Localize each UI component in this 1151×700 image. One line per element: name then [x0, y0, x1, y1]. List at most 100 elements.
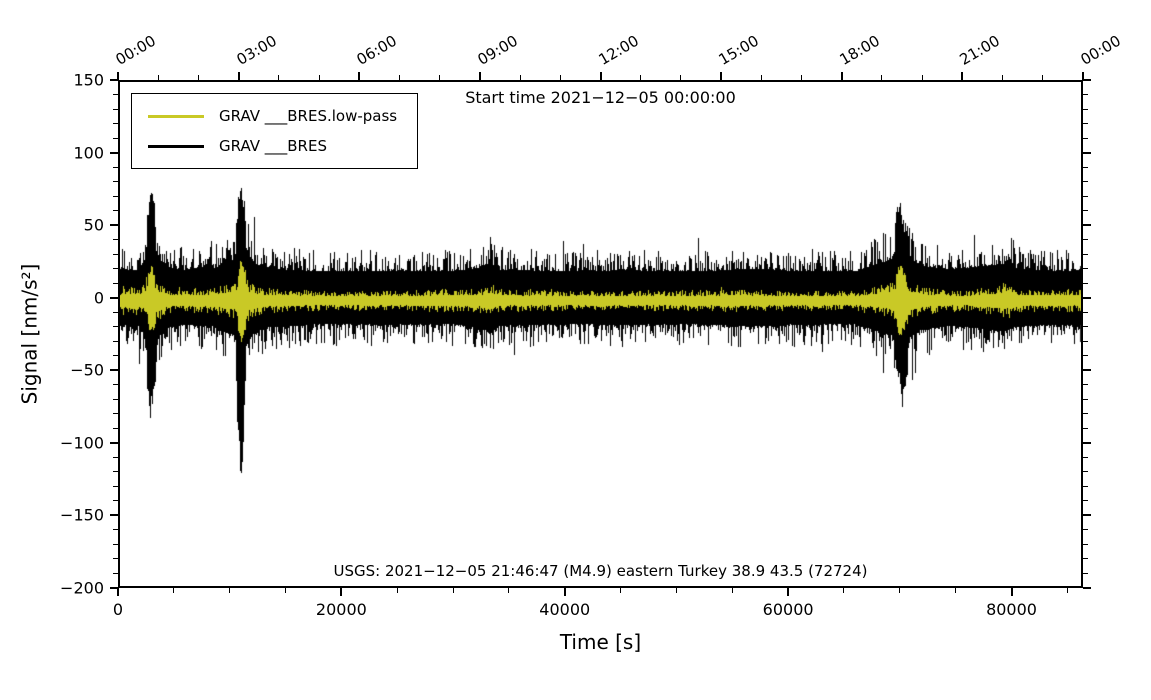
y-axis-tick-label: −100: [60, 433, 104, 453]
y-axis-tick-label: −50: [70, 360, 104, 380]
legend-label: GRAV ___BRES.low-pass: [219, 107, 398, 125]
y-axis-right-minor-tick: [1083, 253, 1088, 255]
top-axis-major-tick: [237, 72, 240, 80]
x-axis-minor-tick: [899, 588, 901, 593]
x-axis-minor-tick: [731, 588, 733, 593]
event-annotation: USGS: 2021−12−05 21:46:47 (M4.9) eastern…: [333, 562, 868, 580]
top-axis-tick-label: 15:00: [715, 31, 763, 69]
y-axis-right-minor-tick: [1083, 123, 1088, 125]
x-axis-minor-tick: [452, 588, 454, 593]
x-axis-tick-label: 60000: [762, 600, 814, 619]
y-axis-right-minor-tick: [1083, 572, 1088, 574]
top-axis-major-tick: [961, 72, 964, 80]
x-axis-tick-label: 20000: [315, 600, 367, 619]
y-axis-major-tick: [110, 296, 118, 299]
x-axis-minor-tick: [173, 588, 175, 593]
x-axis-minor-tick: [508, 588, 510, 593]
y-axis-right-minor-tick: [1083, 413, 1088, 415]
y-axis-right-minor-tick: [1083, 485, 1088, 487]
y-axis-tick-label: 100: [73, 143, 104, 163]
y-axis-right-minor-tick: [1083, 311, 1088, 313]
top-axis-tick-label: 00:00: [1077, 31, 1124, 69]
top-axis-tick-label: 03:00: [233, 31, 280, 69]
top-axis-tick-label: 00:00: [112, 31, 159, 69]
x-axis-major-tick: [787, 588, 790, 596]
top-axis-major-tick: [720, 72, 723, 80]
y-axis-major-tick: [110, 151, 118, 154]
x-axis-major-tick: [1010, 588, 1013, 596]
x-axis-tick-label: 0: [112, 600, 124, 619]
x-axis-minor-tick: [620, 588, 622, 593]
y-axis-major-tick: [110, 587, 118, 589]
y-axis-right-minor-tick: [1083, 137, 1088, 139]
y-axis-right-minor-tick: [1083, 456, 1088, 458]
x-axis-minor-tick: [285, 588, 287, 593]
top-axis-tick-label: 18:00: [836, 31, 883, 69]
top-axis-major-tick: [478, 72, 481, 80]
top-axis-tick-label: 09:00: [474, 31, 521, 69]
top-axis-major-tick: [840, 72, 843, 80]
y-axis-tick-label: 50: [83, 215, 104, 235]
y-axis-right-minor-tick: [1083, 398, 1088, 400]
y-axis-right-minor-tick: [1083, 558, 1088, 560]
y-axis-right-minor-tick: [1083, 326, 1088, 328]
y-axis-right-major-tick: [1083, 369, 1091, 372]
x-axis-label: Time [s]: [559, 630, 642, 654]
y-axis-right-minor-tick: [1083, 340, 1088, 342]
x-axis-minor-tick: [955, 588, 957, 593]
x-axis-minor-tick: [229, 588, 231, 593]
y-axis-label-wrap: Signal [nm/s²]: [0, 80, 58, 588]
y-axis-tick-label: −200: [60, 578, 104, 598]
legend-label: GRAV ___BRES: [219, 137, 327, 155]
y-axis-major-tick: [110, 369, 118, 372]
y-axis-right-minor-tick: [1083, 355, 1088, 357]
top-axis-major-tick: [1082, 72, 1084, 80]
y-axis-right-minor-tick: [1083, 282, 1088, 284]
y-axis-right-minor-tick: [1083, 108, 1088, 110]
y-axis-right-minor-tick: [1083, 181, 1088, 183]
legend-item: GRAV ___BRES.low-pass: [148, 107, 397, 125]
y-axis-right-minor-tick: [1083, 268, 1088, 270]
x-axis-minor-tick: [396, 588, 398, 593]
y-axis-right-major-tick: [1083, 587, 1091, 589]
legend-line-swatch: [148, 144, 204, 148]
legend: GRAV ___BRES.low-pass GRAV ___BRES: [131, 93, 419, 169]
legend-line-swatch: [148, 114, 204, 118]
y-axis-label: Signal [nm/s²]: [17, 263, 42, 405]
x-axis-major-tick: [563, 588, 566, 596]
y-axis-right-major-tick: [1083, 224, 1091, 227]
plot-title: Start time 2021−12−05 00:00:00: [465, 88, 736, 107]
y-axis-tick-label: −150: [60, 505, 104, 525]
x-axis-major-tick: [340, 588, 343, 596]
x-axis-minor-tick: [843, 588, 845, 593]
y-axis-major-tick: [110, 441, 118, 444]
top-axis-major-tick: [358, 72, 361, 80]
y-axis-right-major-tick: [1083, 441, 1091, 444]
top-axis-tick-label: 21:00: [956, 31, 1004, 69]
y-axis-right-minor-tick: [1083, 239, 1088, 241]
x-axis-tick-label: 80000: [986, 600, 1037, 619]
y-axis-right-minor-tick: [1083, 500, 1088, 502]
top-axis-tick-label: 12:00: [595, 31, 642, 69]
y-axis-major-tick: [110, 514, 118, 517]
y-axis-tick-label: 0: [93, 288, 104, 308]
y-axis-right-minor-tick: [1083, 94, 1088, 95]
x-axis-minor-tick: [675, 588, 677, 593]
y-axis-right-minor-tick: [1083, 543, 1088, 545]
y-axis-right-minor-tick: [1083, 210, 1088, 212]
y-axis-major-tick: [110, 224, 118, 227]
y-axis-right-minor-tick: [1083, 166, 1088, 168]
y-axis-right-major-tick: [1083, 296, 1091, 299]
top-axis-major-tick: [117, 72, 119, 80]
top-axis-major-tick: [599, 72, 602, 80]
y-axis-right-minor-tick: [1083, 471, 1088, 473]
y-axis-right-minor-tick: [1083, 384, 1088, 386]
y-axis-right-major-tick: [1083, 79, 1091, 81]
y-axis-right-minor-tick: [1083, 195, 1088, 197]
legend-item: GRAV ___BRES: [148, 137, 397, 155]
y-axis-major-tick: [110, 79, 118, 81]
x-axis-major-tick: [117, 588, 119, 596]
x-axis-minor-tick: [1066, 588, 1068, 593]
y-axis-right-minor-tick: [1083, 427, 1088, 429]
y-axis-right-major-tick: [1083, 514, 1091, 517]
